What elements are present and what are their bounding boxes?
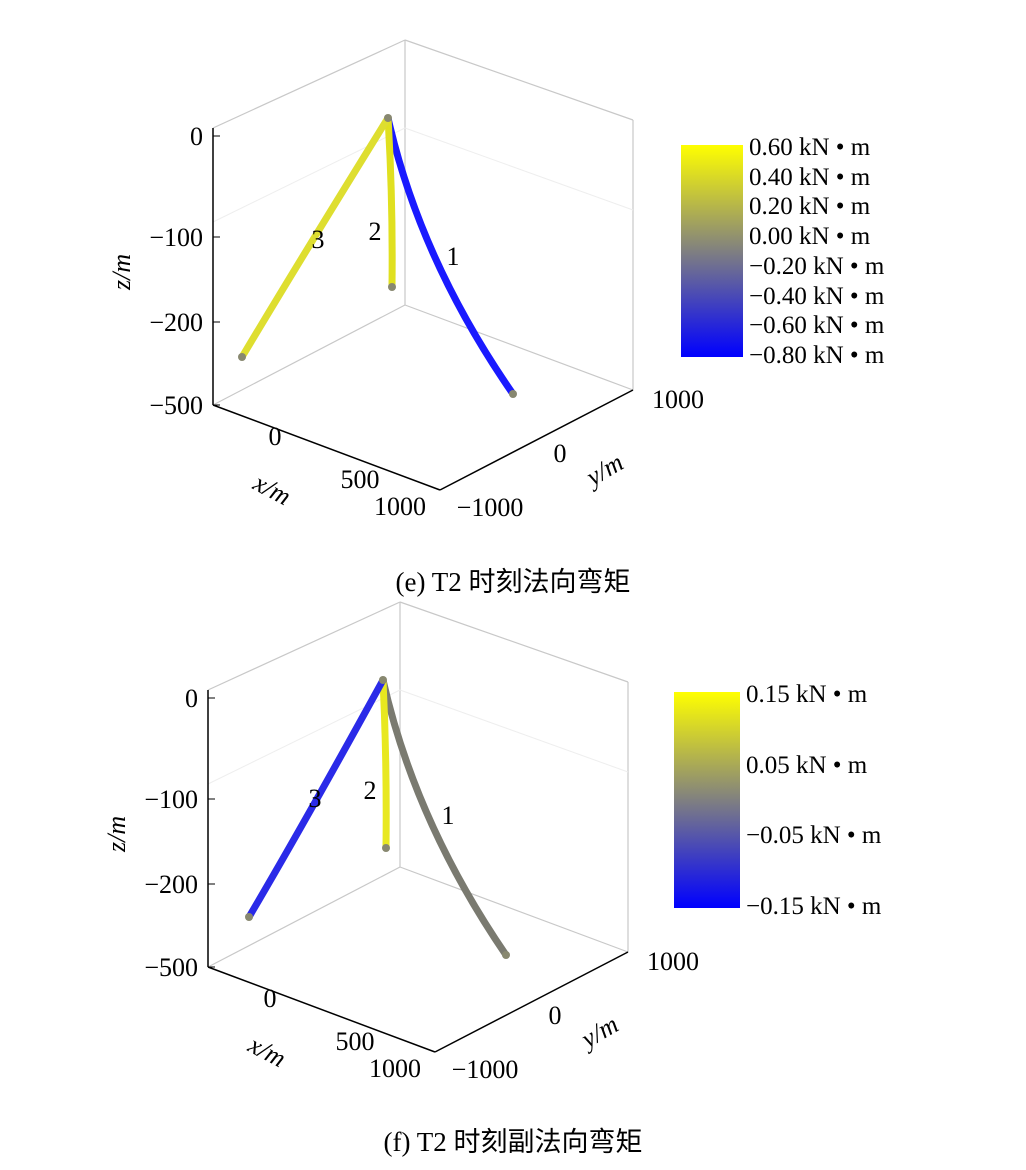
x-tick-label: 500 (341, 465, 380, 494)
series-line-3 (238, 114, 392, 361)
x-tick-label: 500 (336, 1027, 375, 1056)
box-edge (212, 304, 406, 406)
y-tick-label: −1000 (457, 493, 524, 522)
series-line-1 (384, 114, 517, 398)
series-line-2 (384, 114, 396, 291)
x-tick-label: 1000 (374, 492, 426, 521)
box-edge (399, 601, 629, 683)
box-edge (212, 39, 406, 129)
series-end-marker (509, 390, 517, 398)
box-edge (404, 39, 634, 121)
series-end-marker (388, 283, 396, 291)
series-end-marker (382, 844, 390, 852)
box-edge (404, 304, 634, 391)
series-label-2: 2 (364, 776, 377, 805)
z-tick-label: 0 (185, 684, 198, 713)
box-edge (399, 866, 629, 953)
colorbar-label: −0.40 kN • m (749, 282, 885, 310)
series-line-2 (379, 676, 390, 852)
y-tick-label: 0 (549, 1001, 562, 1030)
series-label-1: 1 (442, 801, 455, 830)
z-tick-label: −200 (144, 870, 198, 899)
y-axis-label: y/m (574, 1010, 624, 1055)
series-label-3: 3 (309, 784, 322, 813)
z-tick-label: −200 (149, 308, 203, 337)
box-edge (207, 866, 401, 968)
gridline (399, 689, 629, 773)
y-axis-label: y/m (579, 448, 629, 493)
colorbar-label: −0.80 kN • m (749, 342, 885, 369)
series-label-2: 2 (369, 217, 382, 246)
colorbar-label: 0.40 kN • m (749, 163, 871, 191)
z-tick-label: −100 (144, 785, 198, 814)
box-edge (207, 601, 401, 691)
colorbar-label: 0.15 kN • m (746, 681, 868, 708)
colorbar-label: −0.05 kN • m (746, 822, 882, 850)
x-axis-label: x/m (243, 1029, 291, 1073)
x-axis (207, 966, 436, 1053)
origin-marker (379, 676, 387, 684)
y-tick-label: 0 (554, 439, 567, 468)
series-end-marker (502, 951, 510, 959)
x-axis (212, 404, 441, 491)
x-tick-label: 1000 (369, 1054, 421, 1083)
z-axis-label: z/m (107, 254, 136, 291)
y-tick-label: 1000 (647, 947, 699, 976)
y-axis (439, 389, 634, 491)
y-tick-label: 1000 (652, 385, 704, 414)
z-axis-label: z/m (102, 816, 131, 853)
series-line-3 (245, 676, 387, 921)
z-tick-label: 0 (190, 122, 203, 151)
caption-e: (e) T2 时刻法向弯矩 (395, 567, 631, 597)
colorbar-label: 0.00 kN • m (749, 223, 871, 251)
x-tick-label: 0 (269, 422, 282, 451)
colorbar-label: −0.20 kN • m (749, 252, 885, 280)
z-tick-label: −500 (149, 391, 203, 420)
z-tick-label: −500 (144, 953, 198, 982)
colorbar-label: −0.60 kN • m (749, 312, 885, 340)
x-axis-label: x/m (248, 467, 296, 511)
y-axis (434, 951, 629, 1053)
colorbar-label: 0.60 kN • m (749, 134, 871, 161)
colorbar-f (674, 692, 740, 908)
series-label-1: 1 (447, 242, 460, 271)
origin-marker (384, 114, 392, 122)
colorbar-label: −0.15 kN • m (746, 893, 882, 920)
y-tick-label: −1000 (452, 1055, 519, 1084)
caption-f: (f) T2 时刻副法向弯矩 (383, 1127, 643, 1157)
series-label-3: 3 (312, 225, 325, 254)
x-tick-label: 0 (264, 984, 277, 1013)
series-end-marker (238, 353, 246, 361)
z-tick-label: −100 (149, 223, 203, 252)
gridline (404, 127, 634, 211)
series-end-marker (245, 913, 253, 921)
colorbar-e (681, 145, 743, 357)
series-line-1 (379, 676, 510, 959)
colorbar-label: 0.20 kN • m (749, 193, 871, 221)
colorbar-label: 0.05 kN • m (746, 751, 868, 779)
